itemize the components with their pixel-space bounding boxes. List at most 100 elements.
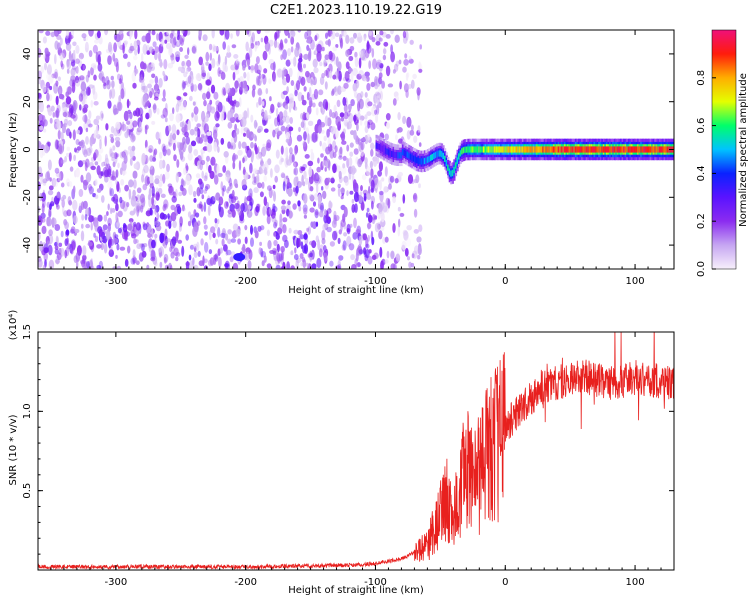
spectrogram-ridge-cell — [648, 146, 651, 153]
spectrogram-cell — [167, 62, 174, 69]
spectrogram-cell — [204, 172, 208, 180]
spectrogram-ridge-cell — [545, 146, 548, 153]
spectrogram-cell — [205, 113, 210, 120]
spectrogram-cell — [348, 169, 352, 180]
spectrogram-cell — [251, 150, 255, 161]
spectrogram-cell — [370, 179, 375, 191]
spectrogram-cell — [293, 229, 299, 235]
spectrogram-cell — [74, 228, 80, 234]
spectrogram-cell — [342, 163, 346, 169]
spectrogram-cell — [320, 153, 324, 158]
spectrogram-cell — [261, 101, 265, 106]
spectrogram-cell — [63, 118, 68, 126]
spectrogram-cell — [88, 50, 93, 58]
spectrogram-cell — [217, 248, 221, 256]
spectrogram-cell — [233, 132, 238, 143]
spectrogram-cell — [378, 72, 383, 79]
spectrogram-cell — [287, 187, 293, 197]
spectrogram-cell — [55, 95, 59, 106]
spectrogram-cell — [257, 90, 263, 96]
spectrogram-cell — [408, 261, 412, 269]
spectrogram-cell — [132, 82, 137, 89]
spectrogram-cell — [380, 260, 384, 269]
spectrogram-cell — [386, 122, 390, 129]
spectrogram-ridge-cell — [448, 168, 451, 175]
spectrogram-cell — [343, 103, 348, 113]
spectrogram-cell — [266, 142, 271, 152]
spectrogram-cell — [413, 208, 418, 218]
spectrogram-cell — [408, 58, 414, 64]
spectrogram-cell — [60, 131, 64, 141]
spectrogram-cell — [164, 39, 168, 44]
spectrogram-cell — [129, 45, 135, 52]
spectrogram-cell — [135, 222, 141, 231]
spectrogram-cell — [325, 32, 328, 39]
spectrogram-cell — [334, 111, 338, 120]
spectrogram-ridge-cell — [607, 146, 610, 153]
spectrogram-ridge-cell — [482, 146, 486, 153]
spectrogram-ridge-cell — [459, 150, 462, 157]
spectrogram-cell — [402, 66, 407, 73]
spectrogram-cell — [198, 56, 203, 66]
spectrogram-ridge-cell — [531, 146, 534, 153]
spectrogram-cell — [272, 203, 276, 211]
spectrogram-cell — [264, 166, 268, 176]
spectrogram-cell — [78, 93, 84, 102]
spectrogram-cell — [338, 255, 344, 261]
spectrogram-cell — [186, 59, 192, 68]
spectrogram-cell — [198, 203, 202, 210]
spectrogram-cell — [397, 127, 403, 133]
spectrogram-cell — [140, 81, 146, 93]
spectrogram-ridge-cell — [627, 146, 630, 153]
colorbar-tick-label: 0.4 — [696, 165, 707, 181]
spectrogram-cell — [342, 96, 347, 106]
spectrogram-cell — [244, 224, 248, 231]
spectrogram-cell — [211, 30, 215, 39]
spectrogram-ridge-cell — [436, 151, 439, 158]
spectrogram-cell — [182, 204, 185, 212]
spectrogram-cell — [89, 187, 93, 195]
spectrogram-cell — [348, 243, 355, 251]
spectrogram-cell — [76, 129, 80, 135]
spectrogram-cell — [58, 89, 62, 94]
spectrogram-cell — [140, 74, 143, 84]
spectrogram-cell — [105, 84, 110, 90]
spectrogram-cell — [203, 216, 207, 225]
spectrogram-cell — [149, 91, 153, 99]
spectrogram-cell — [328, 160, 331, 171]
spectrogram-ridge-cell — [630, 146, 634, 153]
spectrogram-cell — [79, 104, 82, 111]
spectrogram-cell — [141, 85, 146, 91]
spectrogram-cell — [87, 87, 91, 95]
spectrogram-cell — [332, 163, 337, 174]
spectrogram-ridge-cell — [479, 146, 482, 153]
spectrogram-cell — [303, 53, 309, 60]
spectrogram-cell — [341, 244, 346, 251]
spectrogram-cell — [148, 196, 152, 208]
spectrogram-cell — [269, 123, 274, 134]
spectrogram-cell — [217, 146, 220, 153]
spectrogram-ridge-cell — [518, 146, 521, 153]
spectrogram-cell — [51, 177, 57, 187]
spectrogram-cell — [127, 223, 133, 231]
spectrogram-ridge-cell — [666, 146, 669, 153]
spectrogram-cell — [404, 53, 408, 59]
spectrogram-cell — [337, 183, 341, 189]
spectrogram-cell — [86, 118, 91, 128]
spectrogram-cell — [304, 154, 310, 159]
spectrogram-cell — [331, 176, 335, 182]
spectrogram-cell — [254, 230, 259, 239]
spectrogram-cell — [389, 175, 395, 183]
spectrogram-cell — [262, 205, 266, 216]
spectrogram-cell — [340, 219, 346, 228]
spectrogram-cell — [268, 206, 273, 215]
spectrogram-cell — [145, 112, 150, 120]
spectrogram-cell — [96, 244, 102, 249]
spectrogram-cell — [325, 248, 329, 257]
spectrogram-cell — [130, 133, 136, 143]
spectrogram-cell — [206, 155, 210, 162]
spectrogram-cell — [47, 63, 52, 72]
spectrogram-cell — [85, 223, 91, 229]
spectrogram-cell — [151, 73, 156, 79]
spectrogram-cell — [263, 255, 267, 263]
